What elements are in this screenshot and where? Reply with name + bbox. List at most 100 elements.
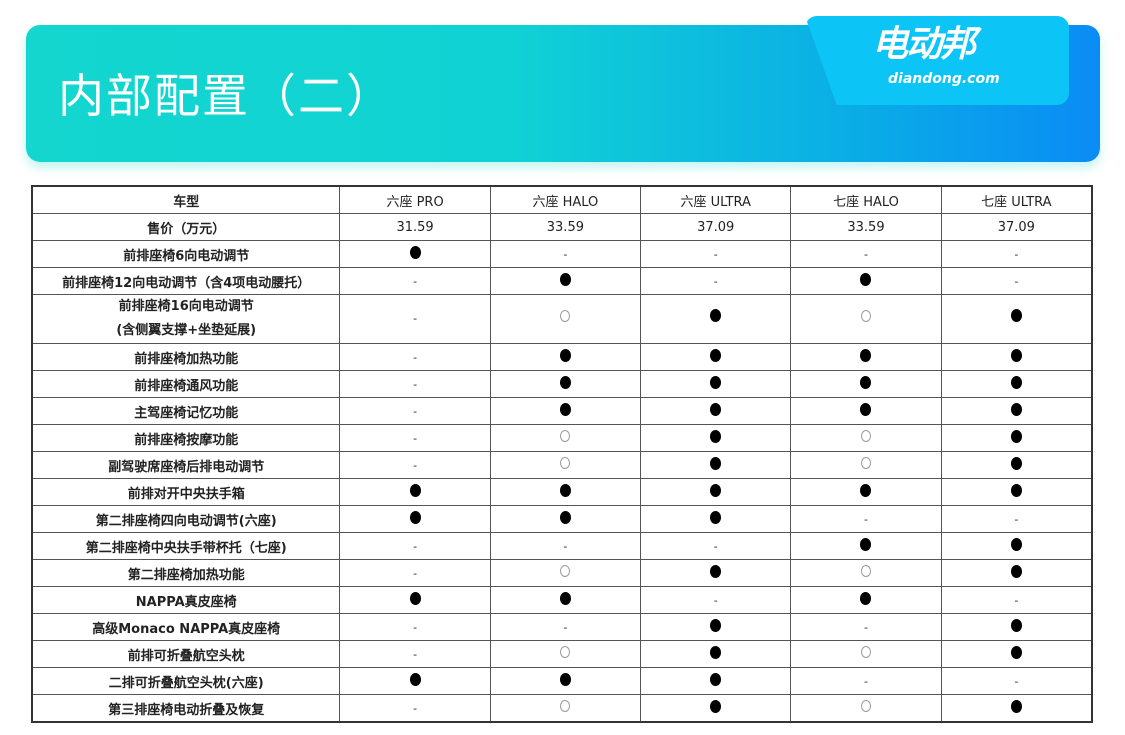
value-cell: - (940, 240, 1093, 268)
value-cell: - (640, 532, 792, 560)
table-row: 前排座椅加热功能 - (31, 343, 1093, 371)
feature-note: (含侧翼支撑+坐垫延展) (116, 323, 257, 338)
table-row: 第二排座椅四向电动调节(六座) - - (31, 505, 1093, 533)
standard-dot-icon (1010, 429, 1022, 443)
table-row: NAPPA真皮座椅 - - (31, 586, 1093, 614)
standard-dot-icon (860, 375, 872, 389)
value-cell (339, 586, 491, 614)
standard-dot-icon (860, 348, 872, 362)
value-cell: - (339, 397, 491, 425)
value-cell (489, 505, 642, 533)
price-cell: 37.09 (640, 213, 792, 241)
logo-text: 电动邦 (872, 24, 976, 65)
feature-label: 前排座椅6向电动调节 (123, 248, 250, 264)
feature-name: 前排座椅加热功能 (31, 343, 341, 371)
feature-name: 高级Monaco NAPPA真皮座椅 (31, 613, 341, 641)
standard-dot-icon (710, 429, 722, 443)
feature-name: 副驾驶席座椅后排电动调节 (31, 451, 341, 479)
standard-dot-icon (1010, 483, 1022, 497)
page-title: 内部配置（二） (58, 69, 394, 123)
standard-dot-icon (559, 672, 571, 686)
value-cell (940, 559, 1093, 587)
value-cell (790, 267, 942, 295)
price-cell: 33.59 (790, 213, 942, 241)
table-row: 前排对开中央扶手箱 (31, 478, 1093, 506)
table-row: 前排座椅12向电动调节（含4项电动腰托） - - - (31, 267, 1093, 295)
value-cell (640, 370, 792, 398)
price-label: 售价（万元） (31, 213, 341, 241)
standard-dot-icon (1010, 564, 1022, 578)
feature-name: 前排对开中央扶手箱 (31, 478, 341, 506)
value-cell: - (339, 267, 491, 295)
feature-label: 前排对开中央扶手箱 (127, 486, 245, 502)
table-row: 高级Monaco NAPPA真皮座椅 - - - (31, 613, 1093, 641)
not-available-dash: - (413, 431, 418, 445)
value-cell (940, 370, 1093, 398)
optional-circle-icon (860, 310, 871, 322)
feature-name: NAPPA真皮座椅 (31, 586, 341, 614)
value-cell (790, 532, 942, 560)
value-cell (790, 370, 942, 398)
feature-name: 前排座椅通风功能 (31, 370, 341, 398)
not-available-dash: - (563, 620, 568, 634)
table-row: 第三排座椅电动折叠及恢复 - (31, 694, 1093, 723)
value-cell (489, 586, 642, 614)
not-available-dash: - (563, 539, 568, 553)
value-cell: - (640, 586, 792, 614)
standard-dot-icon (710, 348, 722, 362)
standard-dot-icon (1010, 699, 1022, 713)
feature-label: 前排可折叠航空头枕 (127, 648, 245, 664)
standard-dot-icon (860, 272, 872, 286)
table-row: 二排可折叠航空头枕(六座) - - (31, 667, 1093, 695)
standard-dot-icon (1010, 645, 1022, 659)
standard-dot-icon (1010, 309, 1022, 322)
feature-label: 第三排座椅电动折叠及恢复 (108, 702, 265, 718)
feature-name: 二排可折叠航空头枕(六座) (31, 667, 341, 695)
optional-circle-icon (560, 457, 571, 469)
table-row: 前排可折叠航空头枕 - (31, 640, 1093, 668)
value-cell (790, 586, 942, 614)
standard-dot-icon (1010, 348, 1022, 362)
feature-label: 第二排座椅中央扶手带杯托（七座) (85, 540, 287, 556)
logo-badge (805, 16, 1069, 105)
value-cell: - (940, 267, 1093, 295)
value-cell: - (339, 451, 491, 479)
value-cell (640, 559, 792, 587)
value-cell (489, 451, 642, 479)
value-cell (489, 424, 642, 452)
logo-domain: diandong.com (888, 71, 1000, 87)
table-row: 副驾驶席座椅后排电动调节 - (31, 451, 1093, 479)
value-cell (640, 397, 792, 425)
standard-dot-icon (860, 537, 872, 551)
standard-dot-icon (1010, 537, 1022, 551)
not-available-dash: - (413, 458, 418, 472)
value-cell (940, 397, 1093, 425)
standard-dot-icon (1010, 456, 1022, 470)
value-cell (940, 478, 1093, 506)
value-cell: - (640, 267, 792, 295)
standard-dot-icon (409, 591, 421, 605)
value-cell: - (339, 343, 491, 371)
value-cell (790, 559, 942, 587)
feature-label: 二排可折叠航空头枕(六座) (108, 675, 264, 691)
table-row: 前排座椅通风功能 - (31, 370, 1093, 398)
value-cell: - (640, 240, 792, 268)
value-cell (790, 424, 942, 452)
standard-dot-icon (860, 402, 872, 416)
value-cell (940, 294, 1093, 344)
standard-dot-icon (710, 672, 722, 686)
value-cell (790, 640, 942, 668)
value-cell: - (489, 613, 642, 641)
value-cell (640, 451, 792, 479)
not-available-dash: - (864, 674, 868, 688)
value-cell: - (790, 505, 942, 533)
not-available-dash: - (864, 247, 868, 261)
optional-circle-icon (860, 646, 871, 658)
not-available-dash: - (864, 620, 868, 634)
value-cell (489, 267, 642, 295)
model-header: 七座 HALO (790, 185, 942, 214)
optional-circle-icon (860, 457, 871, 469)
standard-dot-icon (710, 510, 722, 524)
value-cell: - (339, 532, 491, 560)
table-row: 第二排座椅中央扶手带杯托（七座) - - - (31, 532, 1093, 560)
